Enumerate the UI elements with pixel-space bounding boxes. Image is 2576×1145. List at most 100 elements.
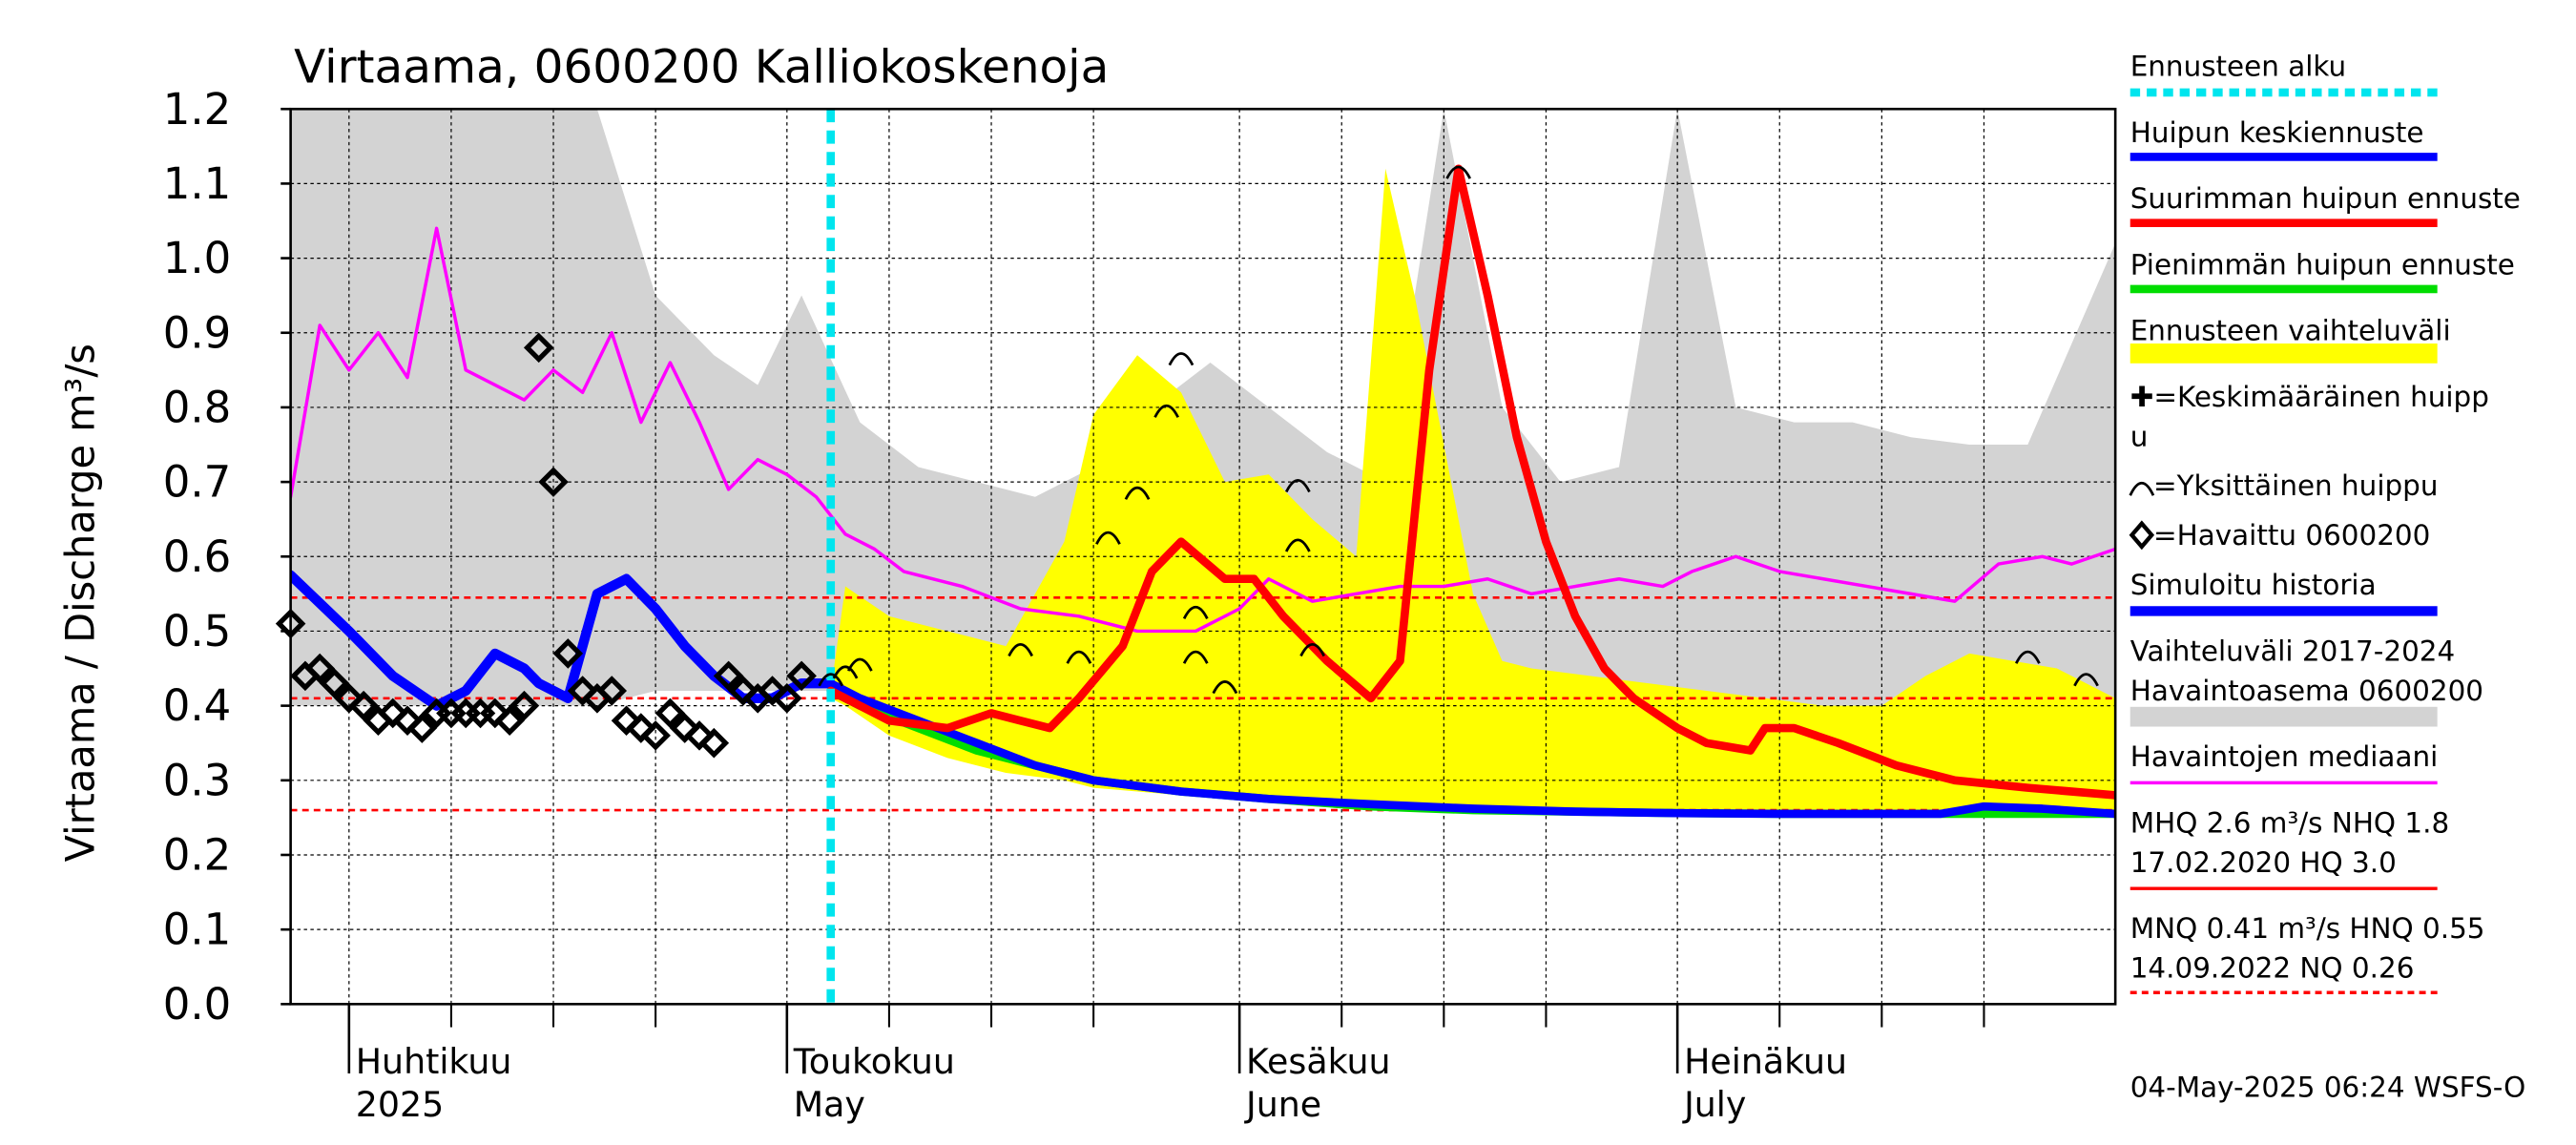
legend-label: Pienimmän huipun ennuste — [2130, 248, 2515, 281]
observed-markers — [275, 332, 817, 759]
y-tick-label: 0.8 — [163, 383, 232, 433]
observed-marker — [669, 713, 700, 743]
peak-markers — [818, 165, 2099, 695]
legend-label: Vaihteluväli 2017-2024 — [2130, 635, 2455, 667]
peak-marker — [1299, 643, 1325, 657]
y-tick-label: 0.4 — [163, 680, 232, 731]
peak-marker — [1066, 650, 1092, 664]
y-tick-label: 0.7 — [163, 457, 232, 508]
legend-swatch — [2129, 344, 2438, 364]
observed-marker — [334, 683, 364, 714]
timestamp: 04-May-2025 06:24 WSFS-O — [2130, 1071, 2526, 1103]
observed-marker — [611, 705, 642, 737]
observed-marker — [304, 653, 336, 684]
legend-label: =Yksittäinen huippu — [2153, 469, 2439, 502]
y-tick-label: 0.3 — [163, 755, 232, 805]
observed-marker — [786, 660, 817, 692]
observed-marker — [684, 720, 715, 751]
legend-label: Huipun keskiennuste — [2130, 116, 2424, 149]
observed-marker — [713, 660, 744, 692]
observed-marker — [698, 727, 730, 759]
y-axis: 0.0 0.1 0.2 0.3 0.4 0.5 0.6 0.7 0.8 0.9 1.0 1.1 1.2 — [163, 84, 291, 1030]
observed-marker — [552, 638, 584, 669]
x-month-label-en: July — [1682, 1084, 1746, 1125]
observed-marker — [509, 690, 540, 721]
observed-marker — [567, 676, 598, 706]
observed-marker — [523, 332, 554, 364]
observed-marker — [377, 697, 408, 729]
legend-label: 14.09.2022 NQ 0.26 — [2130, 952, 2415, 985]
observed-marker — [319, 668, 350, 698]
legend-label: Havaintojen mediaani — [2130, 740, 2439, 773]
y-tick-label: 1.1 — [163, 158, 232, 209]
legend-label: MNQ 0.41 m³/s HNQ 0.55 — [2130, 912, 2485, 945]
peak-marker — [832, 665, 859, 679]
observed-marker — [494, 705, 525, 737]
legend-swatch — [2129, 706, 2438, 727]
peak-marker — [818, 673, 844, 687]
chart-title: Virtaama, 0600200 Kalliokoskenoja — [294, 41, 1109, 94]
y-tick-label: 0.2 — [163, 830, 232, 881]
legend-label: u — [2130, 420, 2149, 452]
legend-label: Ennusteen vaihteluväli — [2130, 315, 2451, 347]
legend-peak-icon — [2129, 481, 2155, 496]
legend-label: Ennusteen alku — [2130, 51, 2346, 83]
peak-marker — [2014, 650, 2041, 664]
peak-marker — [846, 657, 873, 672]
legend: Ennusteen alku Huipun keskiennuste Suurimm… — [2129, 51, 2521, 994]
observed-marker — [480, 697, 510, 729]
observed-marker — [626, 713, 656, 743]
x-month-label: Toukokuu — [793, 1041, 955, 1082]
x-month-label-en: June — [1244, 1084, 1321, 1125]
x-month-label: Kesäkuu — [1246, 1041, 1391, 1082]
y-tick-label: 0.0 — [163, 979, 232, 1030]
legend-label: 17.02.2020 HQ 3.0 — [2130, 846, 2397, 879]
observed-marker — [348, 690, 379, 721]
y-axis-label: Virtaama / Discharge m³/s — [57, 344, 104, 862]
series-line — [290, 226, 2116, 634]
peak-marker — [1153, 404, 1179, 418]
x-month-label: Huhtikuu — [356, 1041, 512, 1082]
forecast-range-band — [830, 168, 2116, 814]
x-month-label-en: 2025 — [356, 1084, 444, 1125]
y-tick-label: 1.2 — [163, 84, 232, 135]
legend-label: Suurimman huipun ennuste — [2130, 182, 2521, 215]
grid — [290, 109, 2116, 1005]
peak-marker — [2073, 673, 2099, 687]
peak-marker — [1182, 605, 1209, 620]
peak-marker — [1095, 531, 1121, 545]
legend-label: =Havaittu 0600200 — [2153, 519, 2430, 552]
observed-marker — [538, 467, 569, 497]
x-month-label-en: May — [794, 1084, 865, 1125]
peak-marker — [1124, 486, 1151, 500]
observed-marker — [640, 720, 671, 751]
observed-marker — [392, 705, 423, 737]
plot-area: 0.00.10.20.30.40.50.60.70.80.91.01.11.2 … — [163, 84, 2117, 1125]
observed-marker — [654, 697, 686, 729]
observed-marker — [406, 713, 438, 743]
legend-label: MHQ 2.6 m³/s NHQ 1.8 — [2130, 806, 2449, 839]
series-line — [826, 678, 2116, 819]
observed-marker — [596, 676, 628, 706]
y-tick-label: 0.9 — [163, 307, 232, 358]
legend-label: Havaintoasema 0600200 — [2130, 675, 2483, 707]
legend-label: Simuloitu historia — [2130, 569, 2377, 601]
legend-label: ✚=Keskimääräinen huipp — [2130, 381, 2489, 413]
y-tick-label: 0.1 — [163, 905, 232, 955]
peak-marker — [1168, 352, 1195, 366]
x-month-label: Heinäkuu — [1684, 1041, 1847, 1082]
legend-diamond-icon — [2129, 520, 2155, 551]
peak-marker — [1284, 538, 1311, 552]
peak-marker — [1445, 165, 1471, 179]
peak-marker — [1182, 650, 1209, 664]
observed-marker — [772, 683, 802, 714]
peak-marker — [1284, 479, 1311, 493]
y-tick-label: 0.5 — [163, 606, 232, 656]
peak-marker — [1212, 680, 1238, 695]
series-line — [826, 164, 2116, 800]
observed-marker — [757, 676, 788, 706]
peak-marker — [1008, 643, 1033, 657]
y-tick-label: 1.0 — [163, 233, 232, 283]
